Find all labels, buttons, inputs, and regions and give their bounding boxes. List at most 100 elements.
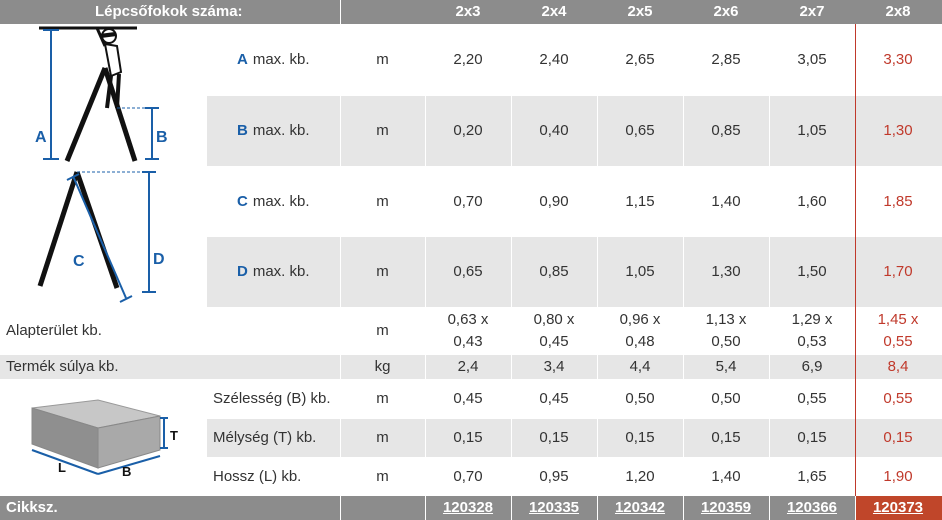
packaging-cell: 0,15 bbox=[453, 429, 483, 446]
value-cell: 0,65 bbox=[625, 122, 655, 139]
label-a: A bbox=[35, 129, 47, 146]
packaging-cell: 0,15 bbox=[883, 429, 913, 446]
packaging-cell: 1,90 bbox=[883, 467, 913, 485]
row-letter: D bbox=[237, 263, 248, 280]
value-cell: 1,50 bbox=[797, 263, 827, 280]
weight-cell: 8,4 bbox=[887, 358, 909, 375]
value-cell: 2,20 bbox=[453, 51, 483, 68]
row-letter: A bbox=[237, 51, 248, 68]
value-cell: 3,05 bbox=[797, 51, 827, 68]
article-code-cell: 120335 bbox=[511, 496, 597, 520]
row-band-depth bbox=[207, 419, 942, 457]
article-code-link[interactable]: 120359 bbox=[700, 499, 752, 516]
value-cell: 1,85 bbox=[883, 192, 913, 210]
value-cell: 0,40 bbox=[539, 122, 569, 139]
packaging-label-2: Hossz (L) kb. bbox=[213, 467, 302, 485]
footprint-line: 0,43 bbox=[453, 333, 483, 350]
footprint-cell: 1,45 x 0,55 bbox=[855, 307, 941, 355]
footprint-cell: 1,29 x 0,53 bbox=[769, 307, 855, 355]
packaging-cell: 0,55 bbox=[797, 390, 827, 407]
packaging-cell: 0,55 bbox=[883, 390, 913, 407]
packaging-cell: 0,45 bbox=[453, 390, 483, 407]
article-code-link[interactable]: 120366 bbox=[786, 499, 838, 516]
footprint-line: 0,63 x bbox=[447, 311, 489, 328]
value-cell: 2,65 bbox=[625, 51, 655, 68]
row-unit-3: m bbox=[376, 263, 389, 280]
packaging-cell: 0,15 bbox=[711, 429, 741, 446]
article-code-cell: 120373 bbox=[855, 496, 941, 520]
packaging-cell: 1,65 bbox=[797, 467, 827, 485]
weight-cell: 4,4 bbox=[629, 358, 651, 375]
article-code-cell: 120342 bbox=[597, 496, 683, 520]
packaging-cell: 0,70 bbox=[453, 467, 483, 485]
article-code-cell: 120328 bbox=[425, 496, 511, 520]
value-cell: 0,20 bbox=[453, 122, 483, 139]
value-cell: 1,05 bbox=[797, 122, 827, 139]
value-cell: 1,30 bbox=[711, 263, 741, 280]
article-code-link[interactable]: 120342 bbox=[614, 499, 666, 516]
row-letter: B bbox=[237, 122, 248, 139]
label-c: C bbox=[73, 253, 85, 270]
article-code-link[interactable]: 120328 bbox=[442, 499, 494, 516]
footprint-cell: 0,63 x 0,43 bbox=[425, 307, 511, 355]
footprint-line: 1,13 x bbox=[705, 311, 747, 328]
value-cell: 2,40 bbox=[539, 51, 569, 68]
packaging-cell: 0,15 bbox=[797, 429, 827, 446]
column-header-4: 2x7 bbox=[769, 0, 855, 24]
article-code-cell: 120359 bbox=[683, 496, 769, 520]
weight-cell: 6,9 bbox=[801, 358, 823, 375]
label-d: D bbox=[153, 251, 165, 268]
article-code-link[interactable]: 120335 bbox=[528, 499, 580, 516]
table-title: Lépcsőfokok száma: bbox=[0, 0, 340, 24]
column-header-0: 2x3 bbox=[425, 0, 511, 24]
row-label-text: max. kb. bbox=[252, 192, 310, 210]
footprint-line: 0,45 bbox=[539, 333, 569, 350]
packaging-unit-2: m bbox=[376, 467, 389, 485]
footprint-line: 0,55 bbox=[883, 333, 913, 350]
box-diagram: T L B bbox=[31, 399, 178, 479]
weight-cell: 3,4 bbox=[543, 358, 565, 375]
label-l: L bbox=[58, 460, 66, 475]
packaging-cell: 0,50 bbox=[711, 390, 741, 407]
value-cell: 1,30 bbox=[883, 122, 913, 139]
weight-unit: kg bbox=[374, 358, 391, 375]
value-cell: 0,70 bbox=[453, 192, 483, 210]
footprint-cell: 1,13 x 0,50 bbox=[683, 307, 769, 355]
packaging-cell: 1,40 bbox=[711, 467, 741, 485]
value-cell: 0,85 bbox=[711, 122, 741, 139]
ladder-diagram: A B C D bbox=[35, 26, 168, 303]
footprint-label: Alapterület kb. bbox=[6, 322, 102, 339]
value-cell: 1,40 bbox=[711, 192, 741, 210]
value-cell: 2,85 bbox=[711, 51, 741, 68]
row-unit-2: m bbox=[376, 192, 389, 210]
packaging-cell: 1,20 bbox=[625, 467, 655, 485]
article-code-link[interactable]: 120373 bbox=[872, 499, 924, 516]
packaging-cell: 0,95 bbox=[539, 467, 569, 485]
row-band-b bbox=[207, 96, 942, 166]
footer-highlight bbox=[856, 496, 942, 520]
row-band-weight bbox=[0, 355, 942, 379]
column-header-3: 2x6 bbox=[683, 0, 769, 24]
label-b-box: B bbox=[122, 464, 131, 479]
packaging-cell: 0,50 bbox=[625, 390, 655, 407]
footprint-line: 1,45 x bbox=[877, 311, 919, 328]
footprint-cell: 0,96 x 0,48 bbox=[597, 307, 683, 355]
value-cell: 1,60 bbox=[797, 192, 827, 210]
value-cell: 1,15 bbox=[625, 192, 655, 210]
packaging-cell: 0,15 bbox=[625, 429, 655, 446]
footprint-line: 0,96 x bbox=[619, 311, 661, 328]
column-header-5: 2x8 bbox=[855, 0, 941, 24]
footprint-cell: 0,80 x 0,45 bbox=[511, 307, 597, 355]
value-cell: 0,65 bbox=[453, 263, 483, 280]
footprint-unit: m bbox=[376, 322, 389, 339]
column-header-2: 2x5 bbox=[597, 0, 683, 24]
footprint-line: 0,50 bbox=[711, 333, 741, 350]
packaging-label-0: Szélesség (B) kb. bbox=[213, 390, 331, 407]
row-label-text: max. kb. bbox=[252, 122, 310, 139]
packaging-unit-0: m bbox=[376, 390, 389, 407]
weight-cell: 2,4 bbox=[457, 358, 479, 375]
footprint-line: 0,80 x bbox=[533, 311, 575, 328]
